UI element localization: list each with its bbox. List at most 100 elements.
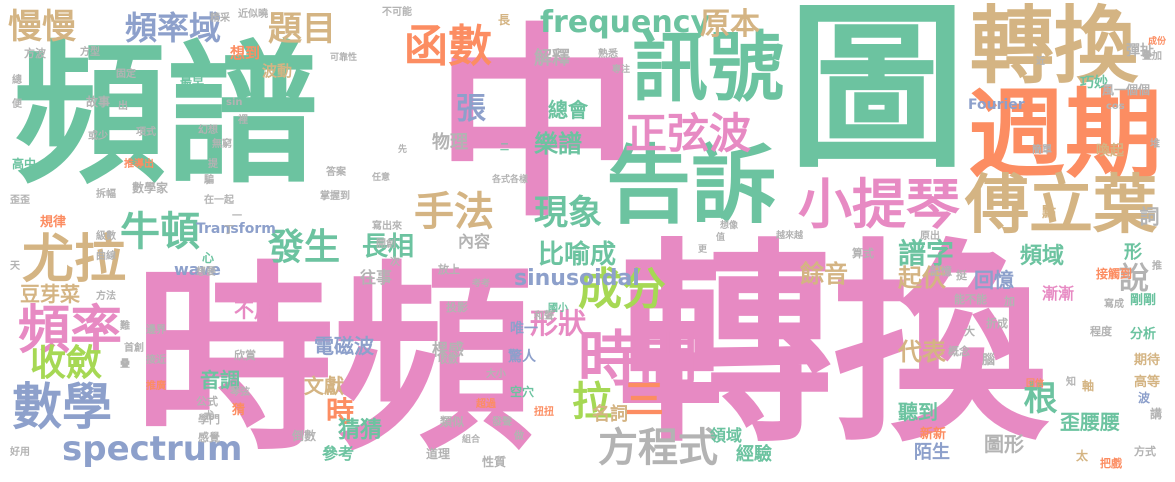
word: 騙 <box>204 175 214 186</box>
word: 原本 <box>700 7 760 42</box>
word: 推 <box>1152 261 1162 272</box>
word: 難 <box>120 321 130 332</box>
word: 加 <box>1004 295 1015 308</box>
word: 數學家 <box>132 181 169 195</box>
word: 豆芽菜 <box>20 282 80 306</box>
word: 時間 <box>578 325 698 395</box>
word: 內容 <box>458 232 491 251</box>
word: 組合 <box>462 435 481 445</box>
word: frequency <box>540 5 711 40</box>
word: 現象 <box>534 193 602 233</box>
word: 規律 <box>40 215 67 230</box>
word: 寫出來 <box>372 221 402 232</box>
word: 巧妙 <box>1080 75 1108 91</box>
word: 拆幅 <box>96 189 116 200</box>
word: 放上 <box>438 263 460 276</box>
word: 轉換 <box>970 0 1139 95</box>
word: 想要 <box>196 267 216 278</box>
word: 裡 <box>238 115 248 126</box>
word: 形 <box>1124 242 1142 263</box>
word: 堆 <box>1150 139 1160 150</box>
word: 想到 <box>230 44 261 62</box>
word: 不可能 <box>382 7 412 18</box>
word: 任意 <box>372 173 391 183</box>
word: 總會 <box>548 98 588 122</box>
word: 總 <box>12 75 22 86</box>
word: 期待 <box>1134 353 1161 368</box>
word: 接觸到 <box>1096 267 1133 281</box>
word: 陌生 <box>914 442 950 463</box>
word: 心 <box>202 251 215 265</box>
word: 知 <box>1066 377 1076 388</box>
word: 次 <box>390 257 400 268</box>
word: 棵感 <box>432 340 465 359</box>
word: 接近 <box>146 355 166 366</box>
word: 或少 <box>88 131 108 142</box>
word: 唯一 <box>510 321 538 337</box>
word: 專注 <box>612 65 631 75</box>
word: 國小 <box>548 303 568 314</box>
word: 原出 <box>920 231 940 242</box>
word: 聽到 <box>898 400 938 424</box>
word: 道理 <box>426 447 451 461</box>
word: 牛頓 <box>120 209 200 255</box>
word: 譜字 <box>898 237 955 270</box>
word: 近似 <box>238 9 258 20</box>
word: 級數 <box>96 231 116 242</box>
word: 數學 <box>12 378 112 436</box>
word: 疊加 <box>1142 51 1162 62</box>
word: 小提琴 <box>798 173 960 236</box>
word: 收斂 <box>438 355 458 366</box>
word: 波動 <box>262 62 293 80</box>
word: 超過 <box>476 399 496 410</box>
word: 二 <box>500 143 510 153</box>
word: 比喻成 <box>538 240 617 270</box>
word: 回信 <box>1026 379 1045 389</box>
word: 經驗 <box>736 444 772 465</box>
word: 出 <box>118 101 128 112</box>
word: 歪腰腰 <box>1060 410 1120 434</box>
word: 精采 <box>210 13 230 24</box>
word: 曲線 <box>96 251 116 262</box>
word: 丁 <box>224 225 234 236</box>
word: 三 <box>617 378 663 418</box>
word: 倒數 <box>292 429 317 443</box>
word: 手法 <box>414 189 494 235</box>
word: 訊號 <box>632 23 784 112</box>
word: sinusoidal <box>514 266 640 291</box>
word: 一 <box>232 211 242 222</box>
word: 大小 <box>486 369 506 380</box>
word: 參考 <box>322 444 355 463</box>
word: 頻率域 <box>125 9 222 47</box>
word: 挺 <box>956 269 967 282</box>
word: wave <box>174 260 221 279</box>
word: 可靠性 <box>330 53 358 63</box>
word: 驚人 <box>508 349 536 365</box>
word: 推導出 <box>124 159 154 170</box>
word: 時頻 <box>134 245 535 478</box>
word: 剛剛 <box>1130 293 1157 308</box>
word: 做 <box>514 431 524 442</box>
word: 領域 <box>710 426 743 445</box>
word: 電磁波 <box>314 334 374 358</box>
word: 成份 <box>1148 37 1167 47</box>
word: 往事 <box>360 268 393 287</box>
word: 慢慢 <box>8 7 76 47</box>
word: 正弦波 <box>625 109 752 158</box>
word: 各式各樣 <box>492 175 529 185</box>
word: 詞 <box>1136 206 1160 226</box>
word: cos <box>1106 101 1125 112</box>
word: 掌握到 <box>320 191 350 202</box>
word: 波 <box>1138 391 1151 405</box>
word: 欣賞 <box>234 349 256 362</box>
word: 告訴 <box>606 137 777 236</box>
word: 便 <box>12 99 22 110</box>
word: 漸漸 <box>1042 284 1075 303</box>
word: 張 <box>450 92 485 122</box>
word: 無窮 <box>212 139 232 150</box>
word: 提 <box>208 159 218 170</box>
word: 幻想 <box>198 125 218 136</box>
word: 先 <box>398 145 408 155</box>
word: 高等 <box>1134 375 1161 390</box>
